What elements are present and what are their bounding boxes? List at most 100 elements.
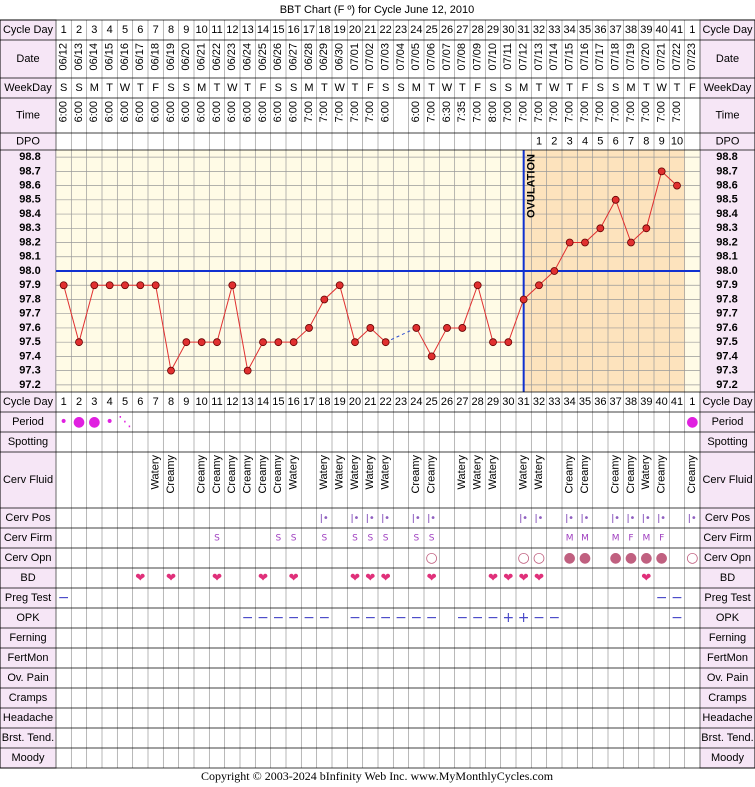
temperature-point bbox=[121, 281, 129, 290]
y-tick-label: 97.7 bbox=[716, 308, 737, 320]
cell-label: F bbox=[582, 82, 589, 94]
temperature-point bbox=[550, 267, 559, 275]
cell-label: 9 bbox=[183, 396, 189, 408]
cerv-firm-symbol: S bbox=[429, 534, 435, 544]
temperature-point bbox=[489, 338, 497, 347]
opk-symbol: − bbox=[288, 610, 300, 626]
cell-label: S bbox=[382, 82, 389, 94]
cell-label: 16 bbox=[288, 396, 300, 408]
cell-label: 3 bbox=[567, 135, 573, 147]
y-tick-label: 98.4 bbox=[19, 208, 41, 220]
cell-label: M bbox=[412, 82, 421, 94]
temperature-point bbox=[243, 366, 252, 375]
chart-title: BBT Chart (F º) for Cycle June 12, 2010 bbox=[280, 4, 475, 16]
time-label: 7:00 bbox=[533, 101, 545, 122]
y-tick-label: 97.2 bbox=[716, 379, 737, 391]
date-label: 07/09 bbox=[472, 43, 484, 71]
time-label: 7:00 bbox=[318, 101, 330, 122]
date-label: 06/15 bbox=[104, 43, 116, 71]
time-label: 6:30 bbox=[441, 101, 453, 122]
time-label: 6:00 bbox=[242, 101, 254, 122]
opk-symbol: − bbox=[410, 610, 422, 626]
cell-label: T bbox=[459, 82, 466, 94]
time-label: 6:00 bbox=[211, 101, 223, 122]
cerv-opn-symbol: ○ bbox=[686, 550, 698, 566]
cell-label: 25 bbox=[426, 24, 438, 36]
cell-label: 41 bbox=[671, 396, 683, 408]
cell-label: 4 bbox=[107, 396, 113, 408]
time-label: 7:00 bbox=[548, 101, 560, 122]
cell-label: 6 bbox=[137, 396, 143, 408]
temperature-point bbox=[136, 281, 145, 290]
cerv-firm-symbol: S bbox=[413, 534, 419, 544]
cerv-firm-symbol: S bbox=[383, 534, 389, 544]
cerv-pos-symbol: ǀ• bbox=[519, 513, 528, 524]
cerv-pos-symbol: ǀ• bbox=[427, 513, 436, 524]
cell-label: 8 bbox=[168, 396, 174, 408]
time-label: 7:00 bbox=[303, 101, 315, 122]
period-symbol: ⋱ bbox=[118, 414, 132, 430]
cerv-pos-symbol: ǀ• bbox=[657, 513, 666, 524]
y-tick-label: 97.8 bbox=[19, 293, 40, 305]
cell-label: 11 bbox=[211, 396, 222, 408]
row-label: Cerv Fluid bbox=[3, 474, 53, 486]
opk-symbol: − bbox=[303, 610, 315, 626]
row-label: Headache bbox=[3, 712, 53, 724]
cell-label: S bbox=[505, 82, 512, 94]
cerv-fluid: Watery bbox=[487, 455, 499, 490]
opk-symbol: − bbox=[426, 610, 438, 626]
bd-symbol: ❤ bbox=[135, 571, 145, 585]
cell-label: 37 bbox=[610, 24, 622, 36]
cerv-firm-symbol: M bbox=[642, 534, 650, 544]
time-label: 7:00 bbox=[518, 101, 530, 122]
cell-label: 39 bbox=[640, 396, 652, 408]
cerv-firm-symbol: M bbox=[566, 534, 574, 544]
cerv-pos-symbol: ǀ• bbox=[581, 513, 590, 524]
time-label: 7:00 bbox=[625, 101, 637, 122]
cell-label: 3 bbox=[91, 396, 97, 408]
temperature-point bbox=[427, 352, 436, 361]
y-tick-label: 98.5 bbox=[19, 194, 40, 206]
date-label: 07/21 bbox=[656, 43, 668, 71]
cell-label: S bbox=[290, 82, 297, 94]
bd-symbol: ❤ bbox=[381, 571, 391, 585]
cell-label: 7 bbox=[628, 135, 634, 147]
opk-symbol: − bbox=[395, 610, 407, 626]
row-label: FertMon bbox=[707, 652, 748, 664]
y-tick-label: 98.8 bbox=[716, 151, 737, 163]
cerv-firm-symbol: M bbox=[581, 534, 589, 544]
opk-symbol: − bbox=[242, 610, 254, 626]
y-tick-label: 98.2 bbox=[716, 236, 737, 248]
cell-label: 28 bbox=[472, 24, 484, 36]
time-label: 7:00 bbox=[564, 101, 576, 122]
date-label: 07/17 bbox=[594, 43, 606, 71]
row-label: BD bbox=[20, 572, 35, 584]
bd-symbol: ❤ bbox=[212, 571, 222, 585]
time-label: 7:35 bbox=[456, 101, 468, 122]
cerv-pos-symbol: ǀ• bbox=[366, 513, 375, 524]
cerv-opn-symbol: ● bbox=[656, 550, 668, 566]
row-label: Cerv Opn bbox=[4, 552, 51, 564]
temperature-point bbox=[75, 338, 83, 347]
cell-label: 20 bbox=[349, 24, 361, 36]
bd-symbol: ❤ bbox=[519, 571, 529, 585]
cerv-fluid: Creamy bbox=[686, 455, 698, 494]
temperature-point bbox=[519, 295, 528, 304]
cell-label: 33 bbox=[548, 24, 560, 36]
cell-label: S bbox=[489, 82, 496, 94]
date-label: 07/04 bbox=[395, 43, 407, 71]
cerv-firm-symbol: M bbox=[612, 534, 620, 544]
y-tick-label: 97.3 bbox=[19, 365, 40, 377]
cell-label: 34 bbox=[564, 396, 576, 408]
time-label: 7:00 bbox=[364, 101, 376, 122]
y-tick-label: 97.9 bbox=[716, 279, 737, 291]
cerv-fluid: Watery bbox=[640, 455, 652, 490]
time-label: 7:00 bbox=[334, 101, 346, 122]
temperature-point bbox=[259, 338, 267, 347]
cerv-fluid: Watery bbox=[150, 455, 162, 490]
date-label: 06/13 bbox=[73, 43, 85, 71]
cell-label: S bbox=[183, 82, 190, 94]
copyright: Copyright © 2003-2024 bInfinity Web Inc.… bbox=[201, 769, 554, 783]
cell-label: 12 bbox=[226, 396, 238, 408]
temperature-point bbox=[673, 181, 681, 190]
